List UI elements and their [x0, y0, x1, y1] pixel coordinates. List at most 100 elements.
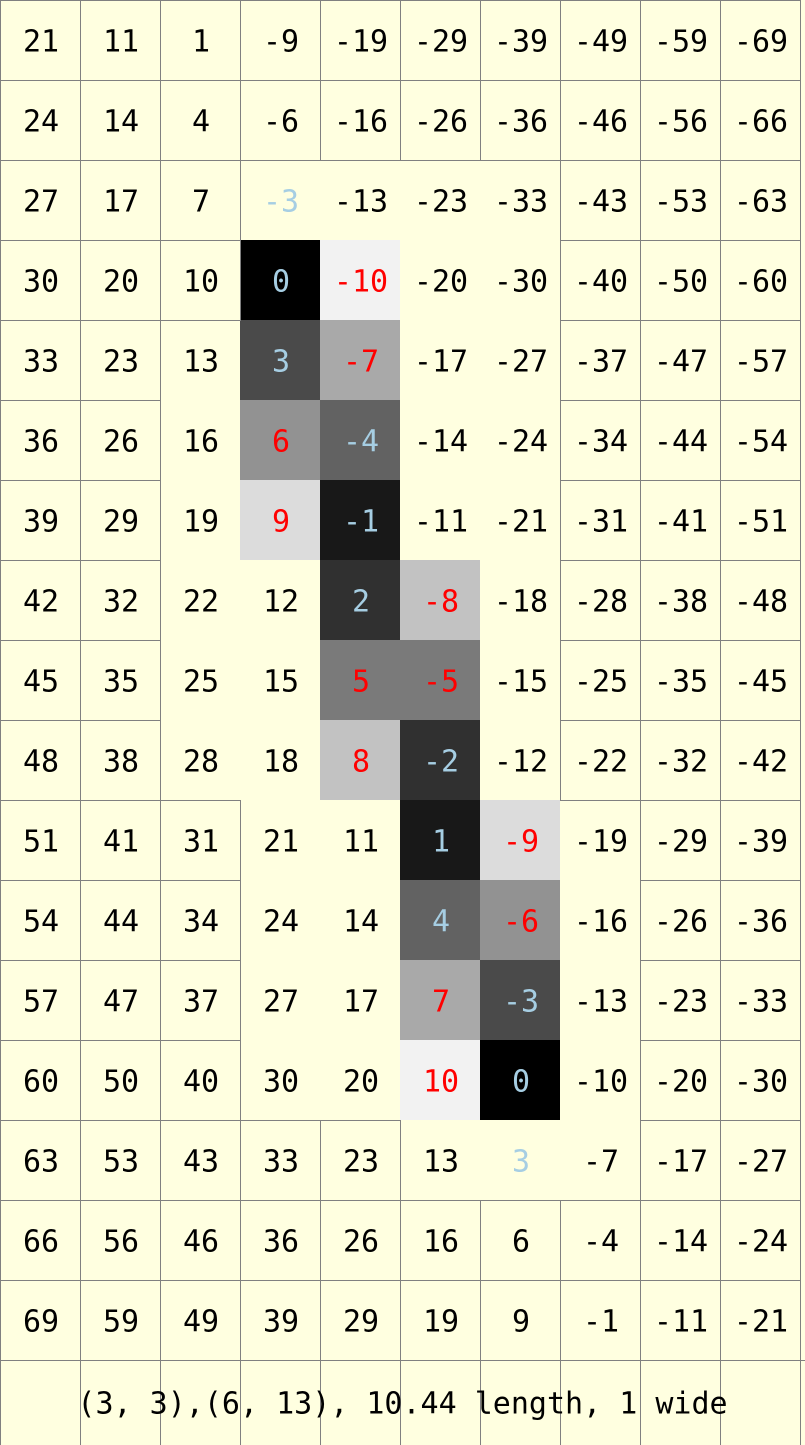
- cell-value: -28: [574, 585, 628, 620]
- cell-value: 8: [352, 745, 370, 780]
- cell-value: -36: [734, 905, 788, 940]
- cell-value: 4: [192, 105, 210, 140]
- cell-value: -16: [334, 105, 388, 140]
- grid-cell: [400, 800, 480, 880]
- grid-cell: [0, 880, 80, 960]
- cell-value: 32: [103, 585, 139, 620]
- cell-value: 14: [103, 105, 139, 140]
- grid-cell: [560, 80, 640, 160]
- cell-value: 0: [272, 265, 290, 300]
- cell-value: -29: [414, 25, 468, 60]
- grid-cell: [400, 240, 480, 320]
- cell-value: 23: [103, 345, 139, 380]
- grid-cell: [640, 0, 720, 80]
- grid-cell: [160, 640, 240, 720]
- cell-value: 22: [183, 585, 219, 620]
- grid-cell: [80, 480, 160, 560]
- cell-value: 19: [183, 505, 219, 540]
- grid-cell: [640, 320, 720, 400]
- grid-cell: [480, 1120, 560, 1200]
- grid-cell: [720, 320, 805, 400]
- cell-value: -7: [583, 1145, 619, 1180]
- grid-cell: [160, 1280, 240, 1360]
- cell-value: -56: [654, 105, 708, 140]
- cell-value: 19: [423, 1305, 459, 1340]
- grid-cell: [720, 80, 805, 160]
- cell-value: -14: [414, 425, 468, 460]
- cell-value: -21: [494, 505, 548, 540]
- grid-cell: [160, 1040, 240, 1120]
- grid-cell: [320, 1040, 400, 1120]
- grid-cell: [160, 480, 240, 560]
- cell-value: -22: [574, 745, 628, 780]
- cell-value: -26: [414, 105, 468, 140]
- cell-value: -12: [494, 745, 548, 780]
- grid-cell: [720, 800, 805, 880]
- cell-value: -34: [574, 425, 628, 460]
- grid-cell: [80, 800, 160, 880]
- grid-cell: [160, 880, 240, 960]
- grid-cell: [80, 80, 160, 160]
- cell-value: -4: [343, 425, 379, 460]
- grid-cell: [560, 640, 640, 720]
- grid-cell: [720, 560, 805, 640]
- grid-cell: [560, 240, 640, 320]
- cell-value: 26: [103, 425, 139, 460]
- cell-value: -15: [494, 665, 548, 700]
- cell-value: -2: [423, 745, 459, 780]
- cell-value: -41: [654, 505, 708, 540]
- cell-value: -9: [263, 25, 299, 60]
- cell-value: 5: [352, 665, 370, 700]
- cell-value: 24: [263, 905, 299, 940]
- cell-value: 1: [432, 825, 450, 860]
- grid-cell: [320, 960, 400, 1040]
- cell-value: -11: [414, 505, 468, 540]
- cell-value: -1: [583, 1305, 619, 1340]
- cell-value: -33: [734, 985, 788, 1020]
- cell-value: 7: [192, 185, 210, 220]
- cell-value: 27: [263, 985, 299, 1020]
- cell-value: 20: [103, 265, 139, 300]
- grid-cell: [0, 800, 80, 880]
- cell-value: 18: [263, 745, 299, 780]
- grid-cell: [320, 480, 400, 560]
- grid-cell: [480, 880, 560, 960]
- grid-cell: [640, 640, 720, 720]
- cell-value: -32: [654, 745, 708, 780]
- cell-value: 54: [23, 905, 59, 940]
- cell-value: 11: [343, 825, 379, 860]
- cell-value: -24: [734, 1225, 788, 1260]
- cell-value: -27: [494, 345, 548, 380]
- cell-value: 6: [512, 1225, 530, 1260]
- grid-cell: [560, 800, 640, 880]
- cell-value: -11: [654, 1305, 708, 1340]
- grid-cell: [720, 480, 805, 560]
- cell-value: 27: [23, 185, 59, 220]
- grid-cell: [160, 560, 240, 640]
- grid-cell: [560, 480, 640, 560]
- cell-value: -48: [734, 585, 788, 620]
- cell-value: -20: [654, 1065, 708, 1100]
- grid-cell: [640, 560, 720, 640]
- cell-value: 63: [23, 1145, 59, 1180]
- grid-cell: [480, 560, 560, 640]
- grid-cell: [400, 1120, 480, 1200]
- grid-cell: [720, 1280, 805, 1360]
- cell-value: 59: [103, 1305, 139, 1340]
- caption: (3, 3),(6, 13), 10.44 length, 1 wide: [77, 1387, 727, 1422]
- grid-cell: [0, 1280, 80, 1360]
- grid-cell: [240, 1200, 320, 1280]
- grid-cell: [240, 640, 320, 720]
- grid-cell: [80, 1120, 160, 1200]
- grid-cell: [560, 960, 640, 1040]
- cell-value: 3: [272, 345, 290, 380]
- grid-cell: [160, 960, 240, 1040]
- cell-value: 13: [423, 1145, 459, 1180]
- grid-cell: [240, 160, 320, 240]
- grid-cell: [160, 720, 240, 800]
- grid-cell: [400, 880, 480, 960]
- cell-value: -44: [654, 425, 708, 460]
- cell-value: 53: [103, 1145, 139, 1180]
- grid-cell: [480, 160, 560, 240]
- grid-cell: [80, 640, 160, 720]
